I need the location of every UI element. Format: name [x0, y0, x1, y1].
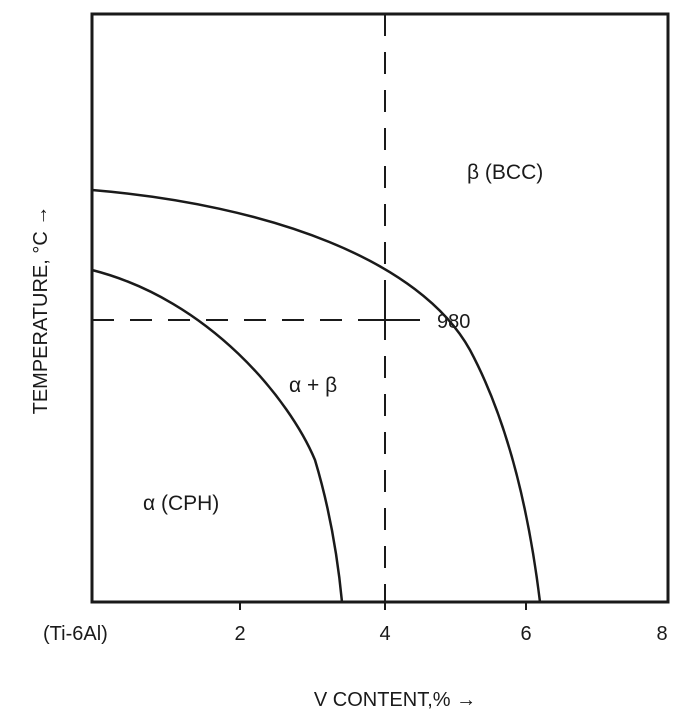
y-axis-title: TEMPERATURE, °C →: [30, 206, 52, 415]
region-label-beta: β (BCC): [467, 161, 543, 184]
x-tick-label: (Ti-6Al): [43, 623, 108, 645]
x-tick-label: 6: [520, 623, 531, 645]
x-tick-label: 8: [656, 623, 667, 645]
x-axis-title: V CONTENT,% →: [314, 689, 476, 711]
plot-frame: [90, 12, 670, 604]
temperature-marker-label: 980: [437, 311, 470, 333]
beta-transus-curve: [91, 188, 542, 603]
region-label-alpha: α (CPH): [143, 492, 219, 515]
region-label-alpha-beta: α + β: [289, 374, 337, 397]
x-tick-label: 2: [234, 623, 245, 645]
x-tick-label: 4: [379, 623, 390, 645]
alpha-boundary-curve: [91, 268, 344, 603]
